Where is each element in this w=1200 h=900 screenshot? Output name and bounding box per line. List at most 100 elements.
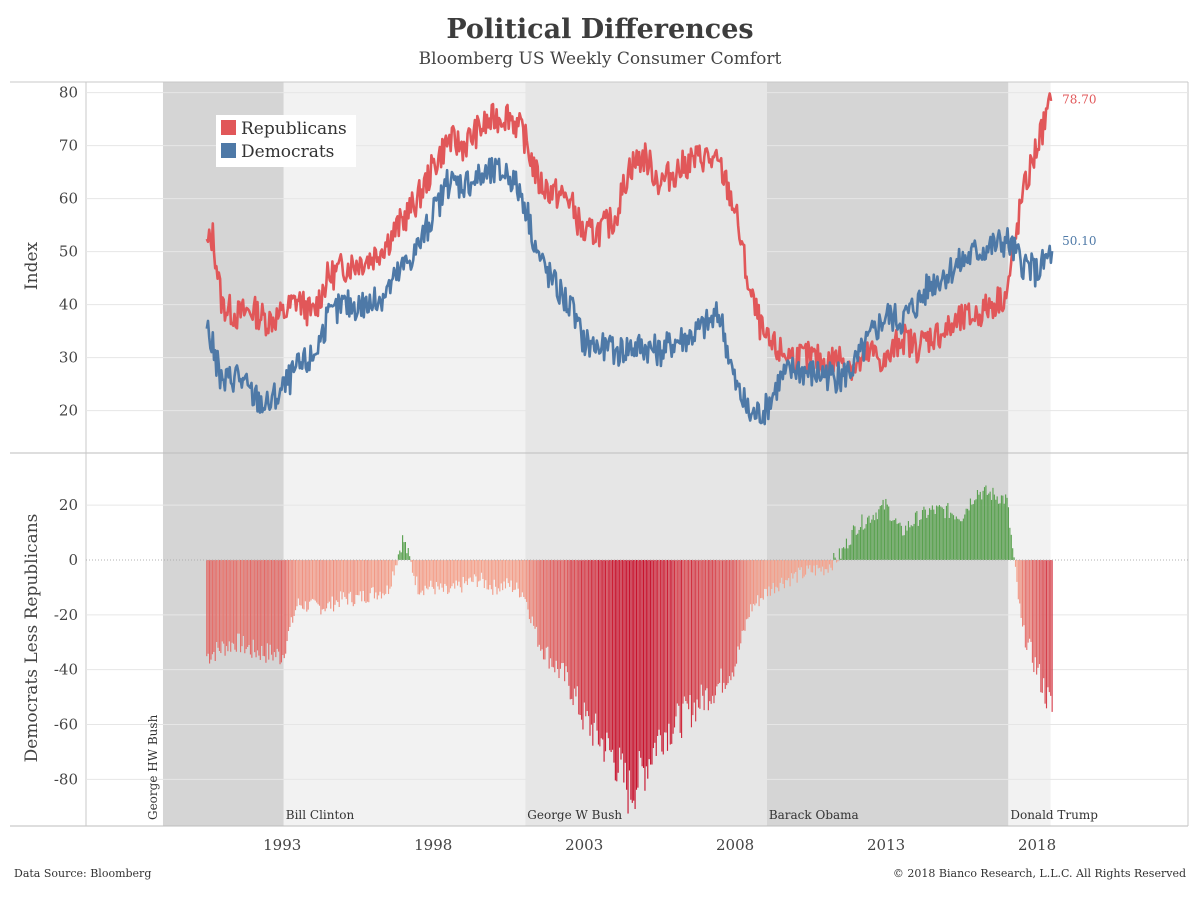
difference-bar bbox=[855, 534, 857, 560]
difference-bar bbox=[665, 559, 667, 733]
difference-bar bbox=[790, 559, 793, 574]
difference-bar bbox=[428, 559, 430, 587]
difference-bar bbox=[431, 559, 433, 587]
difference-bar bbox=[306, 559, 308, 612]
difference-bar bbox=[271, 559, 273, 655]
difference-bar bbox=[555, 559, 557, 661]
difference-bar bbox=[702, 559, 704, 696]
difference-bar bbox=[827, 559, 829, 573]
difference-bar bbox=[714, 559, 716, 696]
difference-bar bbox=[403, 542, 405, 560]
difference-bar bbox=[823, 559, 825, 576]
difference-bar bbox=[659, 559, 662, 736]
difference-bar bbox=[241, 559, 243, 647]
difference-bar bbox=[1041, 559, 1043, 693]
difference-bar bbox=[352, 559, 354, 607]
difference-bar bbox=[831, 559, 833, 571]
difference-bar bbox=[1013, 557, 1015, 560]
presidency-label: George W Bush bbox=[527, 808, 622, 822]
difference-bar bbox=[1043, 559, 1045, 679]
difference-bar bbox=[707, 559, 709, 711]
difference-bar bbox=[637, 559, 639, 788]
difference-bar bbox=[373, 559, 375, 599]
difference-bar bbox=[647, 559, 649, 779]
difference-bar bbox=[642, 559, 645, 768]
difference-bar bbox=[440, 559, 442, 584]
difference-bar bbox=[706, 559, 708, 689]
difference-bar bbox=[337, 559, 339, 602]
difference-bar bbox=[531, 559, 533, 617]
difference-bar bbox=[651, 559, 653, 765]
difference-bar bbox=[747, 559, 749, 619]
difference-bar bbox=[990, 499, 993, 560]
difference-bar bbox=[497, 559, 499, 589]
difference-bar bbox=[544, 559, 546, 660]
difference-bar bbox=[724, 559, 726, 689]
difference-bar bbox=[227, 559, 229, 652]
difference-bar bbox=[617, 559, 619, 773]
difference-bar bbox=[252, 559, 254, 640]
difference-bar bbox=[263, 559, 266, 657]
difference-bar bbox=[936, 505, 938, 560]
difference-bar bbox=[792, 559, 794, 579]
difference-bar bbox=[840, 558, 842, 560]
difference-bar bbox=[900, 525, 902, 560]
bottom-y-tick-label: -20 bbox=[54, 606, 78, 624]
difference-bar bbox=[510, 559, 512, 581]
difference-bar bbox=[682, 559, 684, 704]
difference-bar bbox=[845, 538, 847, 560]
difference-bar bbox=[848, 545, 850, 560]
difference-bar bbox=[564, 559, 566, 682]
difference-bar bbox=[733, 559, 735, 677]
difference-bar bbox=[283, 559, 285, 659]
difference-bar bbox=[554, 559, 556, 673]
difference-bar bbox=[351, 559, 353, 603]
difference-bar bbox=[685, 559, 687, 702]
difference-bar bbox=[455, 559, 457, 581]
difference-bar bbox=[452, 559, 454, 584]
difference-bar bbox=[448, 559, 450, 593]
difference-bar bbox=[926, 517, 928, 560]
difference-bar bbox=[998, 503, 1000, 560]
x-tick-label: 2013 bbox=[867, 836, 905, 854]
difference-bar bbox=[557, 559, 559, 670]
difference-bar bbox=[876, 519, 878, 560]
difference-bar bbox=[969, 498, 971, 560]
difference-bar bbox=[903, 535, 905, 560]
difference-bar bbox=[416, 559, 418, 577]
difference-bar bbox=[333, 559, 335, 612]
presidency-label: Barack Obama bbox=[769, 808, 859, 822]
difference-bar bbox=[372, 559, 374, 588]
difference-bar bbox=[597, 559, 600, 745]
difference-bar bbox=[571, 559, 573, 699]
difference-bar bbox=[318, 559, 321, 606]
difference-bar bbox=[285, 559, 287, 654]
difference-bar bbox=[335, 559, 337, 601]
difference-bar bbox=[420, 559, 422, 593]
difference-bar bbox=[954, 519, 956, 560]
difference-bar bbox=[541, 559, 543, 650]
difference-bar bbox=[700, 559, 702, 685]
difference-bar bbox=[867, 517, 869, 560]
difference-bar bbox=[681, 559, 683, 738]
difference-bar bbox=[943, 509, 945, 560]
difference-bar bbox=[764, 559, 766, 589]
difference-bar bbox=[527, 559, 529, 610]
difference-bar bbox=[340, 559, 342, 592]
difference-bar bbox=[789, 559, 791, 587]
difference-bar bbox=[302, 559, 304, 609]
difference-bar bbox=[402, 535, 404, 560]
difference-bar bbox=[248, 559, 250, 646]
difference-bar bbox=[211, 559, 213, 655]
difference-bar bbox=[424, 559, 426, 586]
difference-bar bbox=[928, 508, 931, 560]
difference-bar bbox=[499, 559, 501, 592]
difference-bar bbox=[385, 559, 387, 594]
difference-bar bbox=[648, 559, 650, 760]
difference-bar bbox=[771, 559, 773, 589]
difference-bar bbox=[348, 559, 350, 594]
difference-bar bbox=[948, 517, 950, 560]
end-label-democrats: 50.10 bbox=[1062, 234, 1096, 248]
copyright-note: © 2018 Bianco Research, L.L.C. All Right… bbox=[892, 867, 1186, 880]
difference-bar bbox=[400, 552, 402, 560]
